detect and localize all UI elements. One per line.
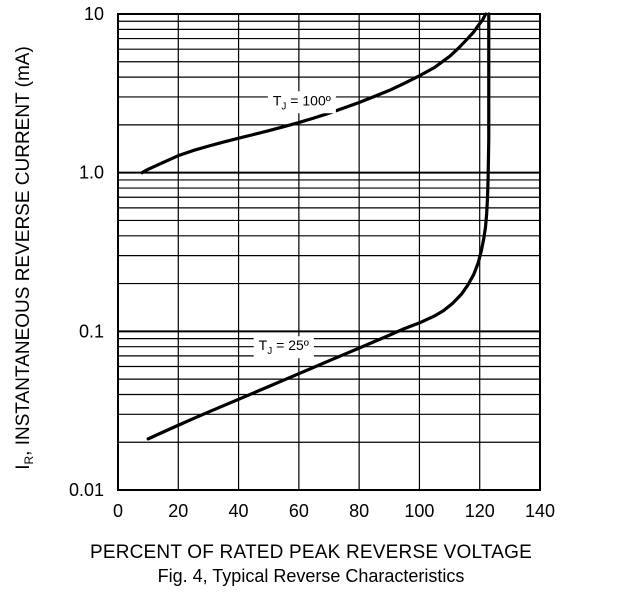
series-line-tj-100 [140, 12, 488, 175]
series-label-background [253, 336, 314, 359]
y-axis-symbol: I [13, 464, 34, 470]
plot-frame [117, 13, 541, 491]
x-tick-label: 0 [113, 501, 123, 521]
chart-series [140, 12, 491, 441]
chart-ticks: 0 20 40 60 80 100 120 140 0.01 0.1 1.0 10 [69, 4, 555, 521]
y-axis-symbol-subscript: R [22, 455, 36, 465]
x-tick-label: 60 [289, 501, 309, 521]
y-axis-title-text: , INSTANTANEOUS REVERSE CURRENT (mA) [13, 46, 34, 456]
x-tick-label: 80 [349, 501, 369, 521]
x-tick-label: 140 [525, 501, 555, 521]
y-tick-label: 10 [84, 4, 104, 24]
figure-caption: Fig. 4, Typical Reverse Characteristics [157, 566, 465, 586]
series-label-text: TJ = 100º [273, 92, 331, 112]
series-labels: TJ = 100º TJ = 25º [253, 91, 336, 359]
y-tick-label: 1.0 [79, 163, 104, 183]
series-line-tj-25 [146, 12, 491, 441]
y-axis-title: IR, INSTANTANEOUS REVERSE CURRENT (mA) [13, 8, 36, 508]
series-label-background [267, 91, 336, 114]
series-label-text: TJ = 25º [259, 337, 309, 357]
y-tick-label: 0.1 [79, 321, 104, 341]
x-tick-label: 20 [168, 501, 188, 521]
x-axis-title: PERCENT OF RATED PEAK REVERSE VOLTAGE [89, 542, 533, 563]
series-label: TJ = 100º [267, 91, 336, 114]
y-tick-label: 0.01 [69, 480, 104, 500]
plot-area [117, 13, 541, 491]
x-tick-label: 40 [229, 501, 249, 521]
series-label: TJ = 25º [253, 336, 314, 359]
chart-grid [117, 14, 541, 491]
x-tick-label: 100 [404, 501, 434, 521]
x-tick-label: 120 [465, 501, 495, 521]
